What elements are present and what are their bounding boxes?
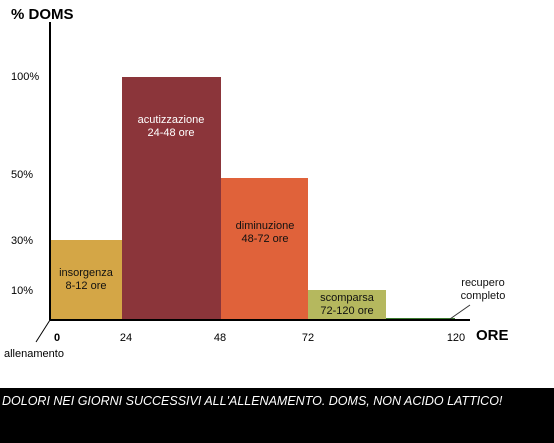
caption-text: DOLORI NEI GIORNI SUCCESSIVI ALL'ALLENAM… [2,394,503,408]
bar-period-insorgenza: 8-12 ore [66,280,107,292]
x-tick-72: 72 [302,332,314,344]
bar-label-diminuzione: diminuzione [236,220,295,232]
x-tick-120: 120 [447,332,465,344]
x-tick-24: 24 [120,332,132,344]
doms-chart: insorgenza 8-12 ore acutizzazione 24-48 ore… [4,6,509,360]
origin-pointer [35,319,51,343]
bar-label-recupero: recupero [461,277,504,289]
bar-scomparsa [308,290,386,320]
bar-label-scomparsa: scomparsa [320,292,375,304]
y-tick-30: 30% [11,235,33,247]
bar-period-diminuzione: 48-72 ore [241,233,288,245]
caption-bar: DOLORI NEI GIORNI SUCCESSIVI ALL'ALLENAM… [0,388,554,443]
recupero-leader-line [449,304,471,320]
x-tick-0: 0 [54,332,60,344]
bar-period-recupero: completo [461,290,506,302]
bar-acutizzazione [122,77,221,320]
bar-period-scomparsa: 72-120 ore [320,305,373,317]
origin-label: allenamento [4,348,64,360]
y-tick-50: 50% [11,169,33,181]
y-tick-10: 10% [11,285,33,297]
y-axis-label: % DOMS [11,6,74,23]
bar-label-acutizzazione: acutizzazione [138,114,205,126]
x-axis-label: ORE [476,327,509,344]
y-tick-100: 100% [11,71,39,83]
x-tick-48: 48 [214,332,226,344]
bar-insorgenza [50,240,122,320]
bar-period-acutizzazione: 24-48 ore [147,127,194,139]
bar-label-insorgenza: insorgenza [59,267,114,279]
bar-diminuzione [221,178,308,320]
